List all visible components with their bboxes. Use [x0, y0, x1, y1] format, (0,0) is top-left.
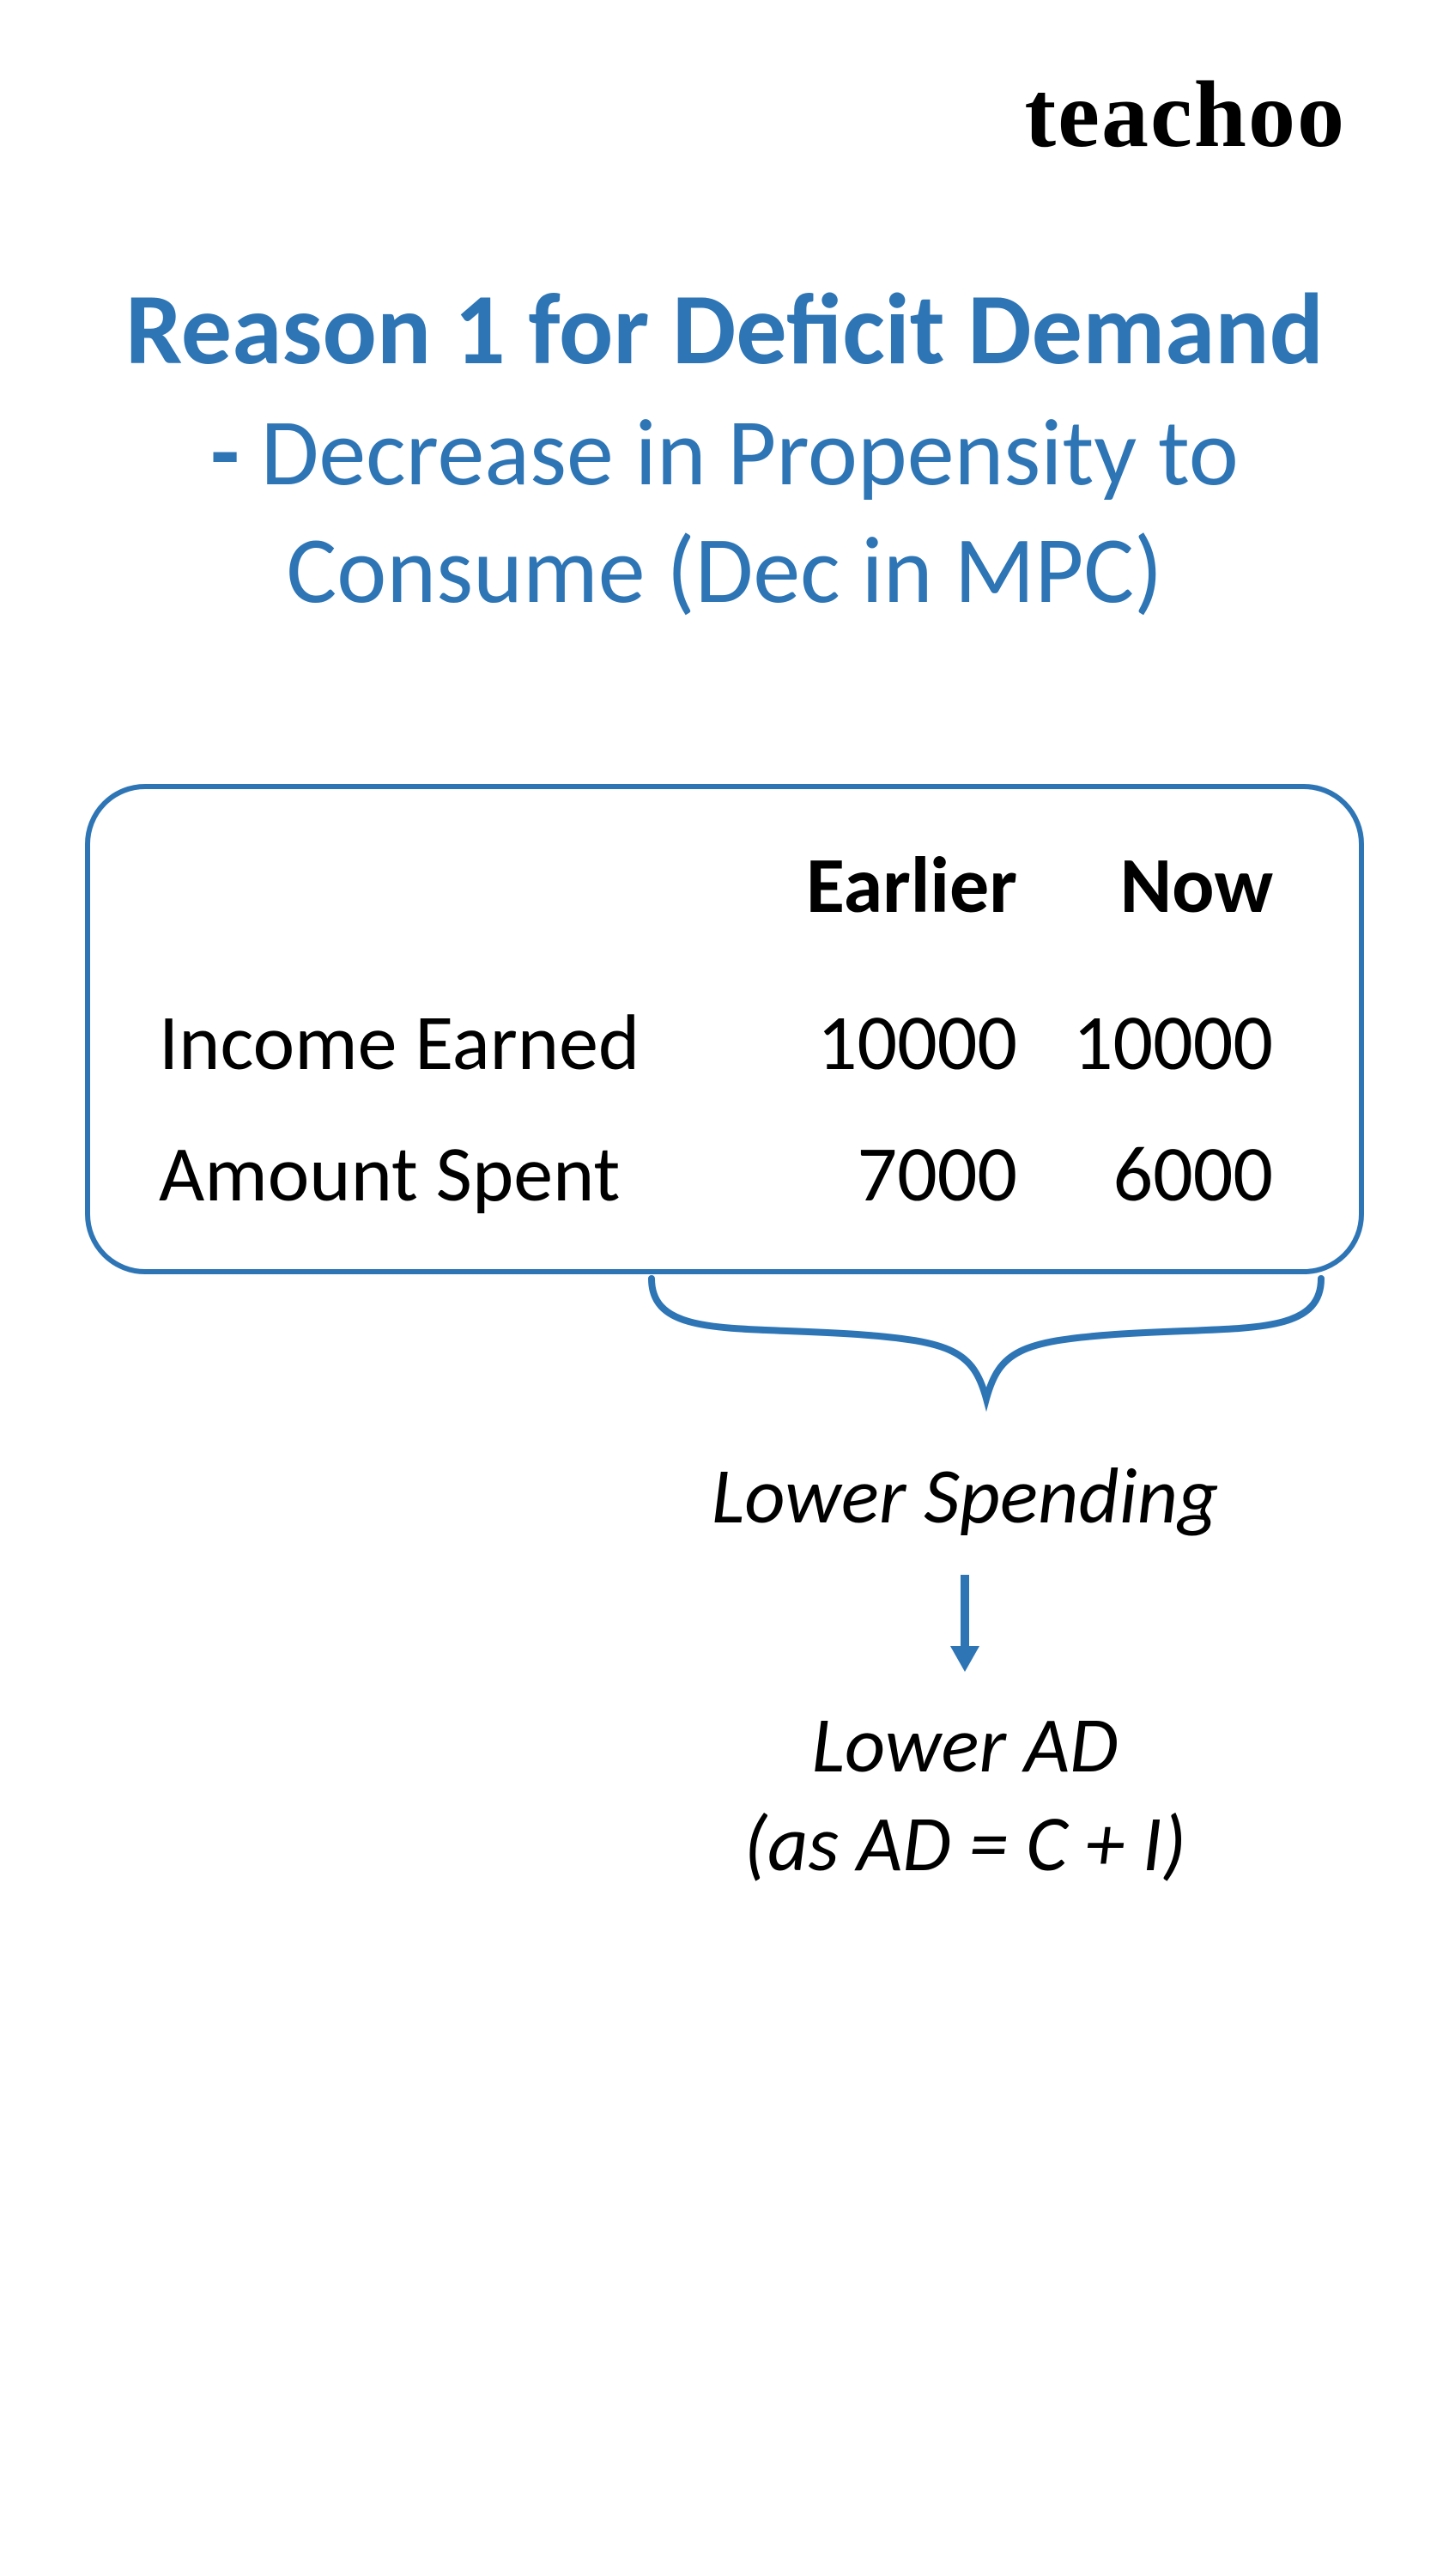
page: teachoo Reason 1 for Deficit Demand - De…	[0, 0, 1449, 2576]
table-header-earlier: Earlier	[717, 836, 1034, 933]
flow-step-2-line1: Lower AD	[566, 1695, 1364, 1794]
heading-rest: for Deficit Demand	[506, 267, 1324, 391]
flow-step-2-line2: (as AD = C + I)	[566, 1794, 1364, 1893]
row-now-value: 10000	[1034, 993, 1290, 1091]
flow-block: Lower Spending Lower AD (as AD = C + I)	[85, 1446, 1364, 1893]
row-now-value: 6000	[1034, 1125, 1290, 1222]
heading-line-1: Reason 1 for Deficit Demand	[69, 266, 1380, 393]
heading-line-3: Consume (Dec in MPC)	[69, 511, 1380, 629]
data-table: Earlier Now Income Earned 10000 10000 Am…	[85, 784, 1364, 1274]
table-row: Income Earned 10000 10000	[159, 993, 1290, 1091]
flow-step-1: Lower Spending	[566, 1446, 1364, 1545]
row-earlier-value: 7000	[717, 1125, 1034, 1222]
row-label: Amount Spent	[159, 1125, 717, 1222]
heading-dash: -	[210, 394, 261, 510]
arrow-down-icon	[566, 1571, 1364, 1674]
heading-prefix: Reason 1	[125, 267, 506, 391]
brand-logo: teachoo	[1025, 60, 1346, 169]
heading-line-2-text: Decrease in Propensity to	[261, 394, 1239, 510]
table-row: Amount Spent 7000 6000	[159, 1125, 1290, 1222]
table-header-now: Now	[1034, 836, 1290, 933]
curly-brace-icon	[634, 1266, 1347, 1437]
brace-connector	[85, 1274, 1364, 1446]
row-earlier-value: 10000	[717, 993, 1034, 1091]
row-label: Income Earned	[159, 993, 717, 1091]
heading-block: Reason 1 for Deficit Demand - Decrease i…	[69, 266, 1380, 629]
heading-line-2: - Decrease in Propensity to	[69, 393, 1380, 512]
table-header-row: Earlier Now	[159, 836, 1290, 933]
